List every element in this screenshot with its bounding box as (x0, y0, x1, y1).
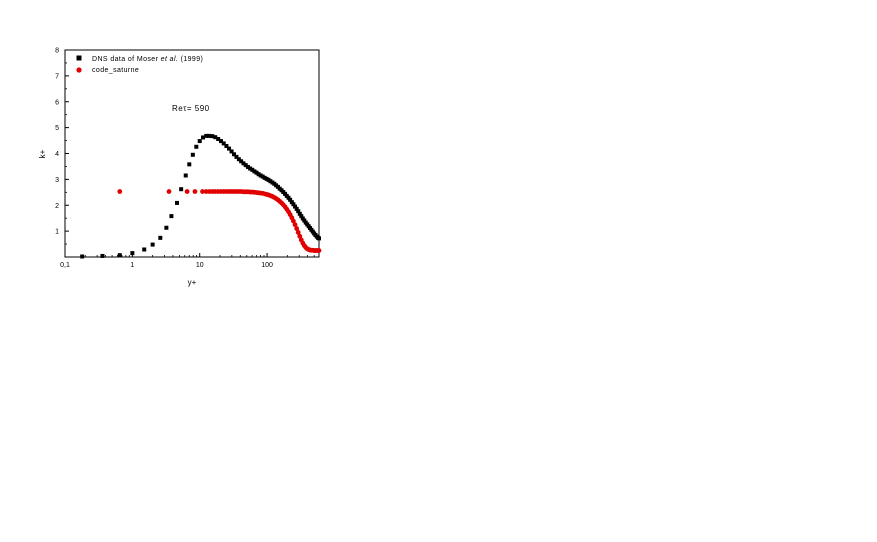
dns-point (164, 225, 169, 230)
legend-label-dns: DNS data of Moser et al. (1999) (92, 56, 203, 63)
dns-point (283, 191, 288, 196)
legend-label-dns-italic: et al. (161, 56, 179, 63)
dns-point (226, 146, 231, 151)
y-tick-label: 8 (55, 48, 59, 55)
legend: DNS data of Moser et al. (1999) code_sat… (76, 55, 203, 74)
code-saturne-point (292, 222, 298, 228)
dns-point (204, 133, 209, 138)
code-saturne-point (291, 218, 296, 224)
x-tick-label: 0,1 (60, 262, 70, 269)
code-saturne-point (297, 233, 303, 239)
dns-point (179, 187, 184, 192)
code-saturne-point (166, 189, 172, 194)
dns-point (258, 173, 263, 178)
dns-point (221, 141, 226, 146)
dns-point (243, 163, 248, 168)
dns-point (236, 157, 241, 162)
dns-point (256, 172, 261, 177)
y-tick-label: 6 (55, 99, 59, 106)
dns-point (241, 161, 246, 166)
dns-point (216, 137, 221, 142)
dns-point (142, 247, 147, 252)
code-saturne-point (316, 248, 322, 253)
dns-point (302, 218, 307, 223)
series-code-saturne (117, 189, 322, 253)
y-tick-label: 5 (55, 125, 59, 132)
dns-point (293, 204, 298, 209)
x-axis: 0,1 1 10 100 (60, 253, 315, 269)
x-tick-label: 100 (261, 262, 273, 269)
x-tick-label: 1 (130, 262, 134, 269)
dns-point (300, 216, 305, 221)
dns-point (250, 167, 255, 172)
legend-label-dns-suffix: (1999) (178, 56, 203, 63)
y-tick-label: 4 (55, 151, 59, 158)
dns-point (245, 164, 250, 169)
x-tick-label: 10 (196, 262, 204, 269)
dns-point (100, 253, 105, 258)
code-saturne-point (295, 230, 301, 235)
dns-point (268, 179, 273, 184)
dns-point (294, 206, 299, 211)
dns-point (229, 149, 234, 154)
code-saturne-point (200, 189, 205, 194)
legend-marker-code-saturne (76, 67, 82, 73)
legend-marker-dns (76, 55, 82, 61)
dns-point (194, 144, 199, 149)
dns-point (210, 134, 215, 139)
x-axis-label: y+ (188, 278, 197, 287)
dns-point (80, 254, 85, 259)
dns-point (187, 162, 192, 167)
dns-point (183, 173, 188, 178)
dns-point (150, 242, 155, 247)
dns-point (254, 170, 259, 175)
y-axis: 1 2 3 4 5 6 7 8 (55, 48, 69, 245)
dns-point (239, 159, 244, 164)
dns-point (158, 235, 163, 240)
legend-label-code-saturne: code_saturne (92, 67, 139, 74)
dns-point (130, 251, 135, 256)
dns-point (169, 214, 174, 219)
y-axis-label: k+ (38, 149, 47, 158)
dns-point (297, 211, 302, 216)
y-tick-label: 3 (55, 177, 59, 184)
dns-point (201, 135, 206, 140)
dns-point (207, 133, 212, 138)
y-tick-label: 2 (55, 203, 59, 210)
y-tick-label: 7 (55, 73, 59, 80)
dns-point (234, 154, 239, 159)
code-saturne-point (117, 189, 123, 194)
code-saturne-point (203, 189, 209, 194)
dns-point (190, 152, 195, 157)
dns-point (232, 152, 237, 157)
dns-point (224, 143, 229, 148)
dns-point (197, 139, 202, 144)
dns-point (175, 200, 180, 205)
dns-point (317, 236, 321, 241)
dns-point (286, 195, 291, 200)
dns-point (252, 169, 257, 174)
series-dns (80, 133, 321, 259)
dns-point (248, 166, 253, 171)
dns-point (299, 214, 304, 219)
legend-label-dns-prefix: DNS data of Moser (92, 56, 161, 63)
code-saturne-point (184, 189, 190, 194)
code-saturne-point (294, 226, 300, 231)
dns-point (117, 253, 122, 258)
dns-point (289, 200, 294, 205)
dns-point (219, 139, 224, 144)
code-saturne-point (192, 189, 198, 194)
y-tick-label: 1 (55, 229, 59, 236)
annotation-re-tau: Reτ= 590 (172, 104, 210, 113)
dns-point (291, 202, 296, 207)
dns-point (288, 197, 293, 202)
dns-point (213, 135, 218, 140)
dns-point (296, 209, 301, 214)
